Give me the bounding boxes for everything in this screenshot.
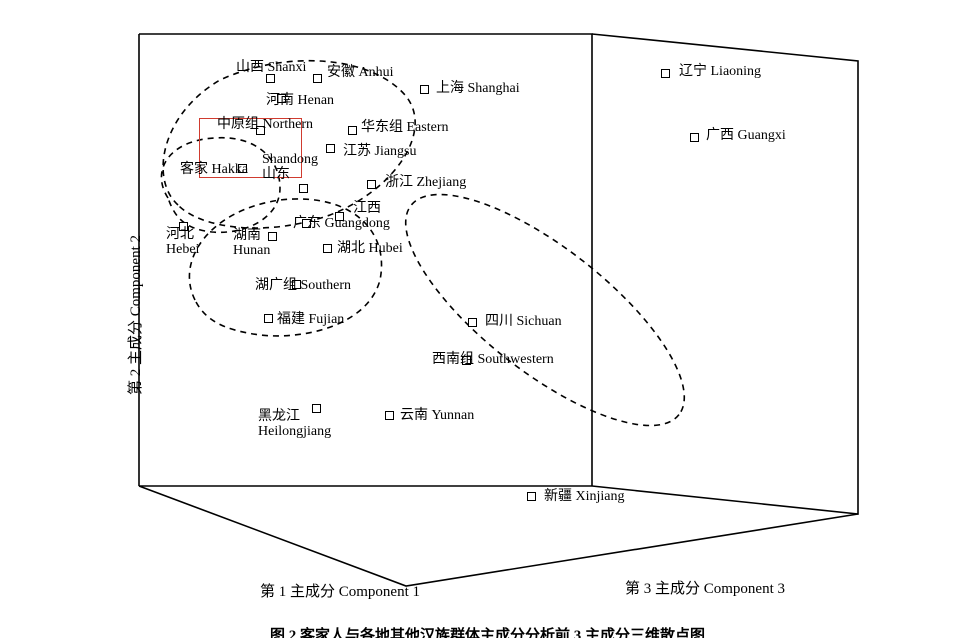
label-fujian: 福建 Fujian [277,312,344,327]
label-sichuan: 四川 Sichuan [485,314,562,329]
label-hakka: 客家 Hakka [180,162,248,177]
axis-label-x: 第 1 主成分 Component 1 [260,580,420,601]
marker-eastern [348,126,357,135]
label-jiangxi: 江西 [353,201,381,216]
label-yunnan: 云南 Yunnan [400,408,474,423]
label-guangxi: 广西 Guangxi [706,128,786,143]
label-heilongjiang: 黑龙江Heilongjiang [258,409,331,440]
marker-jiangsu [326,144,335,153]
label-hunan: 湖南Hunan [233,228,270,259]
marker-liaoning [661,69,670,78]
label-anhui: 安徽 Anhui [327,65,394,80]
scatter3d-figure: { "figure": { "type": "scatter-3d", "wid… [0,0,970,638]
marker-shandong [299,184,308,193]
label-shanghai: 上海 Shanghai [436,81,520,96]
label-hebei: 河北Hebei [166,227,199,258]
marker-anhui [313,74,322,83]
label-guangdong: 广东 Guangdong [293,216,390,231]
label-northern: 中原组 Northern [217,117,313,132]
marker-hubei [323,244,332,253]
marker-zhejiang [367,180,376,189]
label-southern: 湖广组 Southern [255,278,351,293]
axis-label-y: 第 2 主成分 Component 2 [124,235,145,395]
label-xinjiang: 新疆 Xinjiang [544,489,625,504]
label-hubei: 湖北 Hubei [337,241,403,256]
label-liaoning: 辽宁 Liaoning [679,64,761,79]
marker-xinjiang [527,492,536,501]
figure-caption: 图 2 客家人与各地其他汉族群体主成分分析前 3 主成分三维散点图 [270,624,705,638]
axis-label-z: 第 3 主成分 Component 3 [625,577,785,598]
label-jiangsu: 江苏 Jiangsu [343,144,417,159]
label-southwestern: 西南组 Southwestern [432,352,554,367]
label-henan: 河南 Henan [266,93,334,108]
marker-sichuan [468,318,477,327]
marker-yunnan [385,411,394,420]
label-zhejiang: 浙江 Zhejiang [385,175,466,190]
marker-fujian [264,314,273,323]
marker-shanghai [420,85,429,94]
marker-guangxi [690,133,699,142]
label-eastern: 华东组 Eastern [361,120,448,135]
label-shanxi: 山西 Shanxi [236,60,306,75]
label-shandong: Shandong山东 [262,152,318,183]
